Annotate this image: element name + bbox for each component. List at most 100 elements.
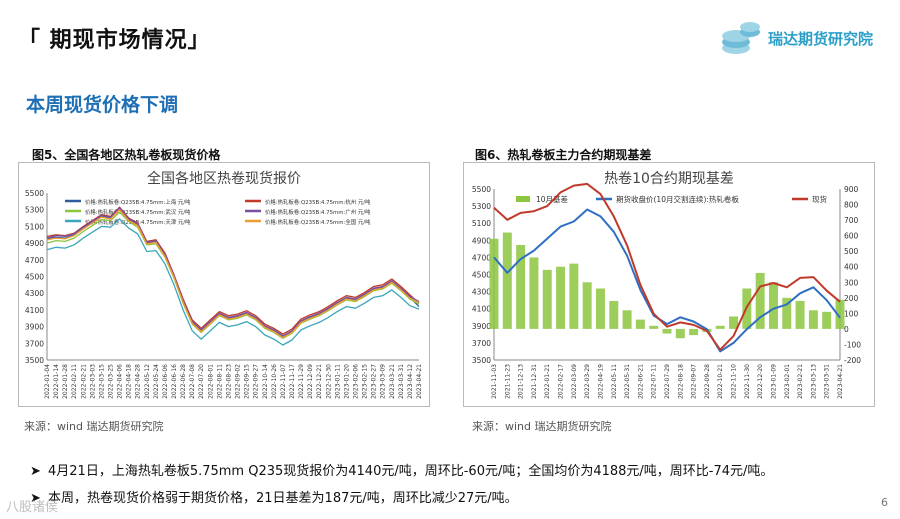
y-tick-label: 5300 (472, 202, 491, 211)
y-tick-label: 3500 (472, 356, 491, 365)
basis-bar (782, 297, 792, 329)
basis-bar (715, 325, 725, 329)
y2-tick-label: 500 (844, 247, 859, 256)
basis-chart: 热卷10合约期现基差 10月基差 期货收盘价(10月交割连续):热轧卷板 现货 3500… (472, 170, 861, 399)
x-tick-label: 2023-02-27 (371, 364, 378, 399)
x-tick-label: 2022-12-20 (757, 364, 764, 399)
section-title: 本周现货价格下调 (26, 94, 179, 116)
y-tick-label: 5500 (472, 185, 491, 194)
x-tick-label: 2022-06-06 (162, 364, 169, 399)
legend-entry: 现货 (812, 194, 827, 204)
y-tick-label: 3500 (25, 356, 44, 365)
x-tick-label: 2022-09-28 (704, 364, 711, 399)
y-tick-label: 3700 (25, 339, 44, 348)
basis-bar (529, 257, 539, 329)
x-tick-label: 2022-07-11 (651, 364, 658, 399)
basis-bar (582, 282, 592, 329)
series-line (46, 211, 420, 339)
basis-bar (502, 232, 512, 329)
x-tick-label: 2022-09-02 (235, 364, 242, 399)
bullet-1-text: 4月21日，上海热轧卷板5.75mm Q235现货报价为4140元/吨，周环比-… (48, 464, 774, 479)
x-tick-label: 2022-01-04 (44, 364, 51, 399)
basis-bar (662, 328, 672, 334)
figure-6-caption: 图6、热轧卷板主力合约期现基差 (475, 148, 652, 162)
y2-tick-label: 100 (844, 309, 859, 318)
y-tick-label: 5500 (25, 189, 44, 198)
x-tick-label: 2022-05-12 (144, 364, 151, 399)
basis-bar (556, 266, 566, 329)
y-tick-label: 4300 (472, 288, 491, 297)
basis-bar (675, 328, 685, 339)
x-tick-label: 2022-10-26 (271, 364, 278, 399)
y-tick-label: 4700 (25, 256, 44, 265)
x-tick-label: 2022-03-25 (108, 364, 115, 399)
x-tick-label: 2022-06-16 (171, 364, 178, 399)
x-tick-label: 2022-08-11 (216, 364, 223, 399)
x-tick-label: 2022-06-21 (637, 364, 644, 399)
x-tick-label: 2023-04-21 (416, 364, 423, 399)
y-tick-label: 4300 (25, 289, 44, 298)
y-tick-label: 4500 (25, 273, 44, 282)
legend-entry: 价格:热轧板卷:Q235B:4.75mm:天津 元/吨 (85, 218, 191, 226)
page-number: 6 (881, 496, 888, 509)
legend-swatch (516, 196, 530, 202)
x-tick-label: 2022-09-07 (691, 364, 698, 399)
x-tick-label: 2022-01-21 (544, 364, 551, 399)
x-tick-label: 2023-04-21 (837, 364, 844, 399)
y2-tick-label: 600 (844, 232, 859, 241)
legend-entry: 价格:热轧板卷:Q235B:4.75mm:上海 元/吨 (85, 198, 191, 206)
x-tick-label: 2022-02-11 (71, 364, 78, 399)
x-tick-label: 2022-08-23 (225, 364, 232, 399)
arrow-icon: ➤ (30, 491, 41, 506)
y-tick-label: 3900 (25, 323, 44, 332)
basis-bar (835, 299, 845, 329)
bullet-2-text: 本周，热卷现货价格弱于期货价格，21日基差为187元/吨，周环比减少27元/吨。 (48, 491, 518, 506)
basis-bar (729, 316, 739, 329)
y2-tick-label: 200 (844, 294, 859, 303)
basis-bar (489, 238, 499, 329)
bullet-1: ➤ 4月21日，上海热轧卷板5.75mm Q235现货报价为4140元/吨，周环比… (30, 460, 773, 479)
x-tick-label: 2022-09-27 (253, 364, 260, 399)
x-tick-label: 2022-07-29 (664, 364, 671, 399)
y-tick-label: 5100 (25, 222, 44, 231)
x-tick-label: 2021-11-03 (491, 364, 498, 399)
y2-tick-label: 0 (844, 325, 849, 334)
x-tick-label: 2022-04-28 (135, 364, 142, 399)
x-tick-label: 2022-04-18 (126, 364, 133, 399)
basis-bar (649, 325, 659, 329)
basis-bar (622, 310, 632, 329)
y-tick-label: 4900 (472, 236, 491, 245)
x-tick-label: 2023-02-06 (352, 364, 359, 399)
x-tick-label: 2023-03-31 (398, 364, 405, 399)
bullet-2: ➤ 本周，热卷现货价格弱于期货价格，21日基差为187元/吨，周环比减少27元/吨… (30, 487, 518, 506)
y-tick-label: 4900 (25, 239, 44, 248)
x-tick-label: 2022-08-18 (677, 364, 684, 399)
x-tick-label: 2022-07-20 (198, 364, 205, 399)
legend-entry: 价格:热轧板卷:Q235B:4.75mm:广州 元/吨 (265, 208, 371, 216)
x-tick-label: 2023-02-15 (362, 364, 369, 399)
x-tick-label: 2022-04-19 (597, 364, 604, 399)
y-tick-label: 3700 (472, 339, 491, 348)
logo: 瑞达期货研究院 (718, 18, 888, 58)
x-tick-label: 2022-12-09 (307, 364, 314, 399)
basis-bar (595, 288, 605, 329)
basis-bar (542, 269, 552, 329)
basis-bar (569, 263, 579, 329)
x-tick-label: 2023-02-21 (797, 364, 804, 399)
x-tick-label: 2022-01-28 (62, 364, 69, 399)
basis-bar (635, 319, 645, 329)
x-tick-label: 2022-07-08 (189, 364, 196, 399)
y-tick-label: 4700 (472, 253, 491, 262)
legend-entry: 价格:热轧板卷:Q235B:4.75mm:杭州 元/吨 (265, 198, 371, 206)
x-tick-label: 2022-03-15 (98, 364, 105, 399)
y2-tick-label: 800 (844, 201, 859, 210)
x-tick-label: 2023-01-09 (770, 364, 777, 399)
x-tick-label: 2022-10-14 (262, 364, 269, 399)
y2-tick-label: 700 (844, 216, 859, 225)
series-line (46, 206, 420, 335)
series-line (46, 209, 420, 339)
x-tick-label: 2022-05-24 (153, 364, 160, 399)
x-tick-label: 2022-11-30 (744, 364, 751, 399)
x-tick-label: 2023-03-31 (824, 364, 831, 399)
x-tick-label: 2023-01-11 (334, 364, 341, 399)
